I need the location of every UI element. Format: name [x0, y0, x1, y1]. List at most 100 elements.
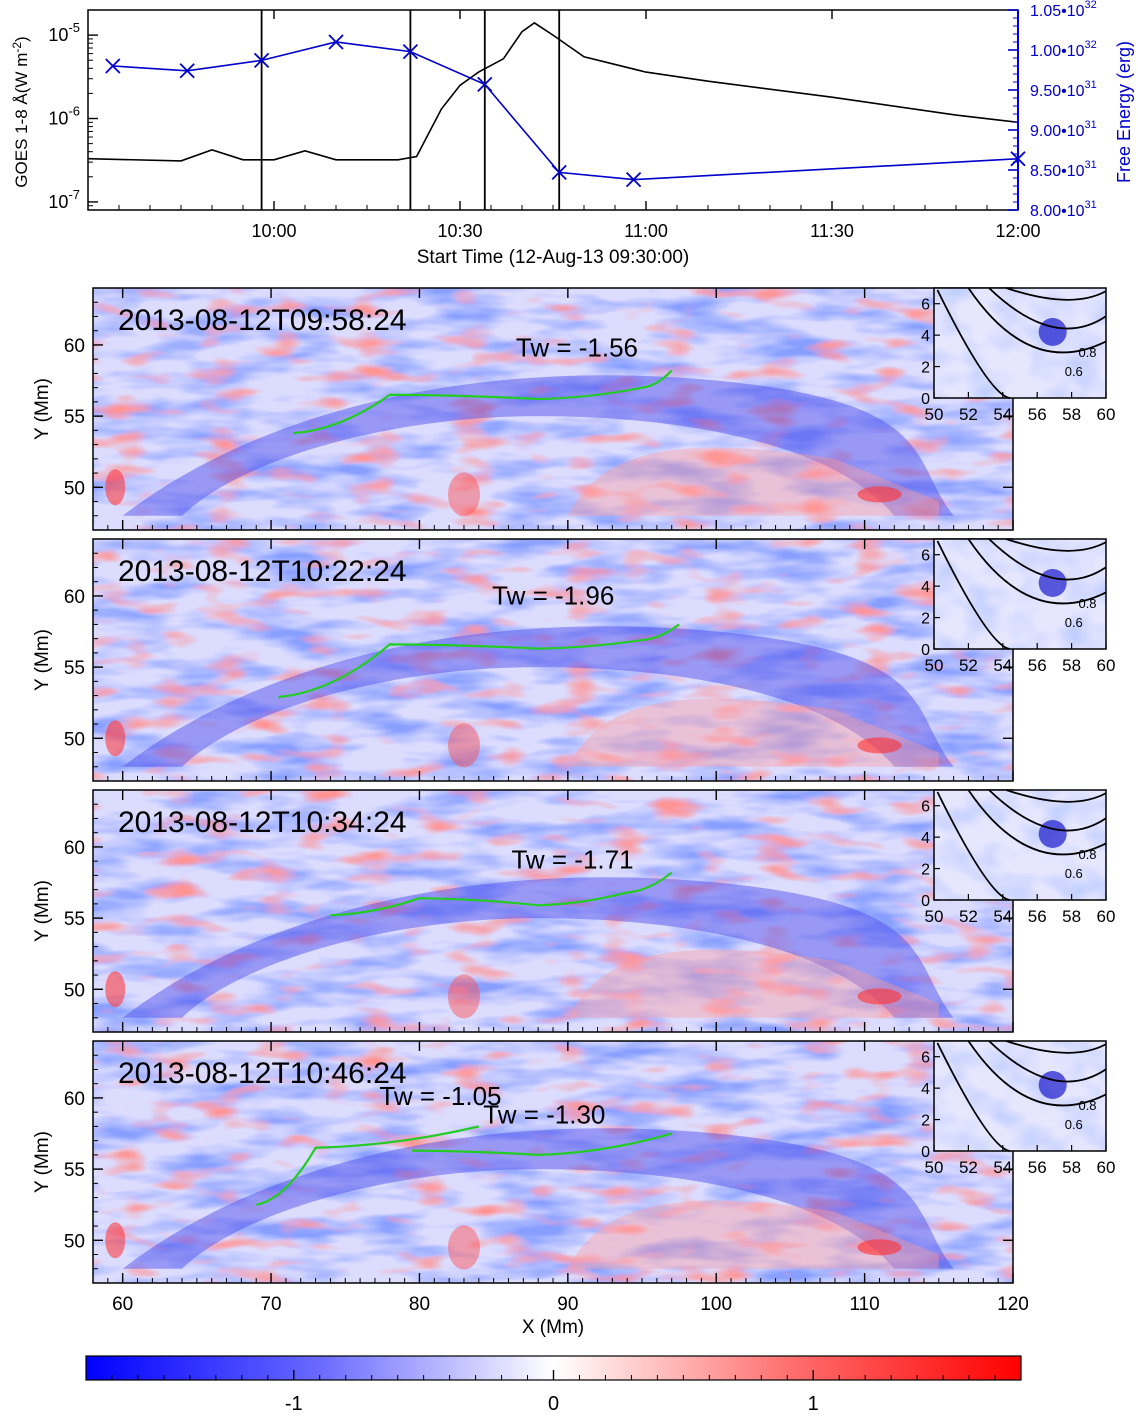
- twist-number-label: Tw = -1.71: [511, 844, 633, 874]
- inset-contour-line: [1005, 538, 1107, 552]
- inset-contour-line: [936, 540, 1010, 650]
- inset-core: [1038, 569, 1067, 597]
- inset-contour-label: 0.6: [1065, 615, 1083, 630]
- inset-y-tick-label: 6: [921, 297, 930, 314]
- negative-twist-band: [122, 1128, 954, 1269]
- map-y-tick-label: 55: [64, 909, 85, 930]
- inset-frame: [933, 1040, 1107, 1152]
- inset-x-tick-label: 60: [1097, 405, 1116, 424]
- map-y-tick-label: 60: [64, 336, 85, 357]
- inset-y-tick-label: 4: [921, 830, 930, 847]
- inset-y-tick-label: 2: [921, 1113, 930, 1130]
- inset-x-tick-label: 54: [993, 656, 1012, 675]
- goes-y-tick-label: 10-7: [48, 187, 80, 212]
- inset-panel: 0.8 0.6 6 4 2 050 52 54 56 58 60: [921, 287, 1116, 424]
- goes-x-tick-label: 11:30: [810, 221, 854, 241]
- flux-rope-curve: [255, 1125, 480, 1206]
- inset-x-tick-label: 60: [1097, 1158, 1116, 1177]
- inset-x-tick-label: 60: [1097, 656, 1116, 675]
- colorbar-tick-label: 1: [808, 1393, 819, 1415]
- energy-point-marker: [328, 34, 344, 50]
- inset-contour-label: 0.8: [1078, 847, 1096, 862]
- inset-contour-line: [988, 538, 1107, 581]
- positive-twist-patch: [105, 469, 126, 506]
- positive-twist-patch: [447, 723, 480, 768]
- inset-y-tick-label: 4: [921, 328, 930, 345]
- energy-point-marker: [402, 43, 419, 60]
- goes-x-tick-label: 10:30: [437, 221, 482, 241]
- goes-y-tick-label: 10-6: [48, 104, 80, 129]
- inset-contour-line: [967, 789, 1107, 856]
- goes-right-axis-label: Free Energy (erg): [1114, 41, 1134, 183]
- free-energy-markers: [105, 34, 1026, 188]
- colorbar-ticks: -1 0 1: [111, 1370, 996, 1415]
- map-y-tick-label: 60: [64, 587, 85, 608]
- twist-number-label: Tw = -1.05: [379, 1081, 501, 1111]
- positive-twist-patch: [105, 720, 126, 757]
- goes-time-markers: [260, 10, 561, 210]
- positive-twist-patch: [105, 971, 126, 1008]
- positive-twist-patch: [447, 974, 480, 1019]
- positive-twist-region: [567, 1200, 939, 1269]
- colorbar: -1 0 1: [85, 1355, 1022, 1415]
- inset-x-tick-label: 58: [1062, 656, 1081, 675]
- inset-frame: [933, 789, 1107, 901]
- map-x-tick-label: 80: [409, 1294, 430, 1315]
- map-x-tick-label: 90: [557, 1294, 578, 1315]
- inset-contour-line: [967, 1040, 1107, 1107]
- inset-x-tick-label: 52: [959, 405, 978, 424]
- colorbar-tick-label: 0: [548, 1393, 559, 1415]
- map-y-tick-label: 60: [64, 1089, 85, 1110]
- map-x-axis-label: X (Mm): [522, 1317, 584, 1338]
- inset-contour-line: [1005, 287, 1107, 301]
- goes-lightcurve-panel: 10:00 10:30 11:00 11:30 12:00 10-5 10-6 10-7 1…: [10, 0, 1134, 268]
- goes-plot-frame: [87, 9, 1019, 211]
- map-y-tick-label: 50: [64, 1231, 85, 1252]
- goes-right-axis: 1.05•1032 1.00•1032 9.50•1031 9.00•1031 8.50…: [1008, 0, 1097, 220]
- inset-x-tick-label: 58: [1062, 907, 1081, 926]
- inset-y-tick-label: 6: [921, 799, 930, 816]
- positive-twist-patch: [105, 1222, 126, 1259]
- goes-left-axis-label: GOES 1-8 Å(W m-2): [10, 36, 31, 187]
- inset-contour-line: [988, 1040, 1107, 1083]
- inset-panel: 0.8 0.6 6 4 2 050 52 54 56 58 60: [921, 538, 1116, 675]
- map-x-tick-label: 120: [997, 1294, 1029, 1315]
- inset-contour-line: [967, 538, 1107, 605]
- panel-timestamp: 2013-08-12T09:58:24: [118, 304, 407, 337]
- inset-x-tick-label: 56: [1028, 907, 1047, 926]
- energy-y-tick-label: 9.50•1031: [1030, 79, 1097, 100]
- positive-twist-patch: [857, 486, 902, 503]
- inset-x-tick-label: 54: [993, 907, 1012, 926]
- inset-x-tick-label: 52: [959, 1158, 978, 1177]
- map-y-axis-label: Y (Mm): [32, 1131, 53, 1193]
- inset-x-tick-label: 52: [959, 907, 978, 926]
- map-x-tick-label: 70: [260, 1294, 281, 1315]
- positive-twist-patch: [447, 1225, 480, 1270]
- flux-rope-curve: [412, 1132, 673, 1156]
- map-y-axis-label: Y (Mm): [32, 378, 53, 440]
- colorbar-tick-label: -1: [285, 1393, 303, 1415]
- inset-contour-label: 0.8: [1078, 345, 1096, 360]
- map-x-tick-label: 60: [112, 1294, 133, 1315]
- inset-contour-line: [936, 1042, 1010, 1152]
- twist-number-label: Tw = -1.30: [483, 1100, 605, 1130]
- negative-twist-band: [122, 626, 954, 767]
- negative-twist-band: [122, 877, 954, 1018]
- map-y-tick-label: 50: [64, 980, 85, 1001]
- inset-x-tick-label: 54: [993, 405, 1012, 424]
- positive-twist-region: [567, 698, 939, 767]
- energy-y-tick-label: 1.05•1032: [1030, 0, 1097, 20]
- inset-core: [1038, 1071, 1067, 1099]
- goes-x-tick-label: 12:00: [995, 221, 1040, 241]
- inset-y-tick-label: 2: [921, 611, 930, 628]
- energy-point-marker: [551, 164, 567, 181]
- inset-x-tick-label: 60: [1097, 907, 1116, 926]
- energy-y-tick-label: 1.00•1032: [1030, 39, 1097, 60]
- goes-left-axis: 10-5 10-6 10-7: [48, 9, 98, 212]
- inset-x-tick-label: 52: [959, 656, 978, 675]
- map-y-axis-label: Y (Mm): [32, 629, 53, 691]
- inset-frame: [933, 538, 1107, 650]
- inset-y-tick-label: 0: [921, 391, 930, 408]
- twist-map-texture: [93, 1041, 1013, 1283]
